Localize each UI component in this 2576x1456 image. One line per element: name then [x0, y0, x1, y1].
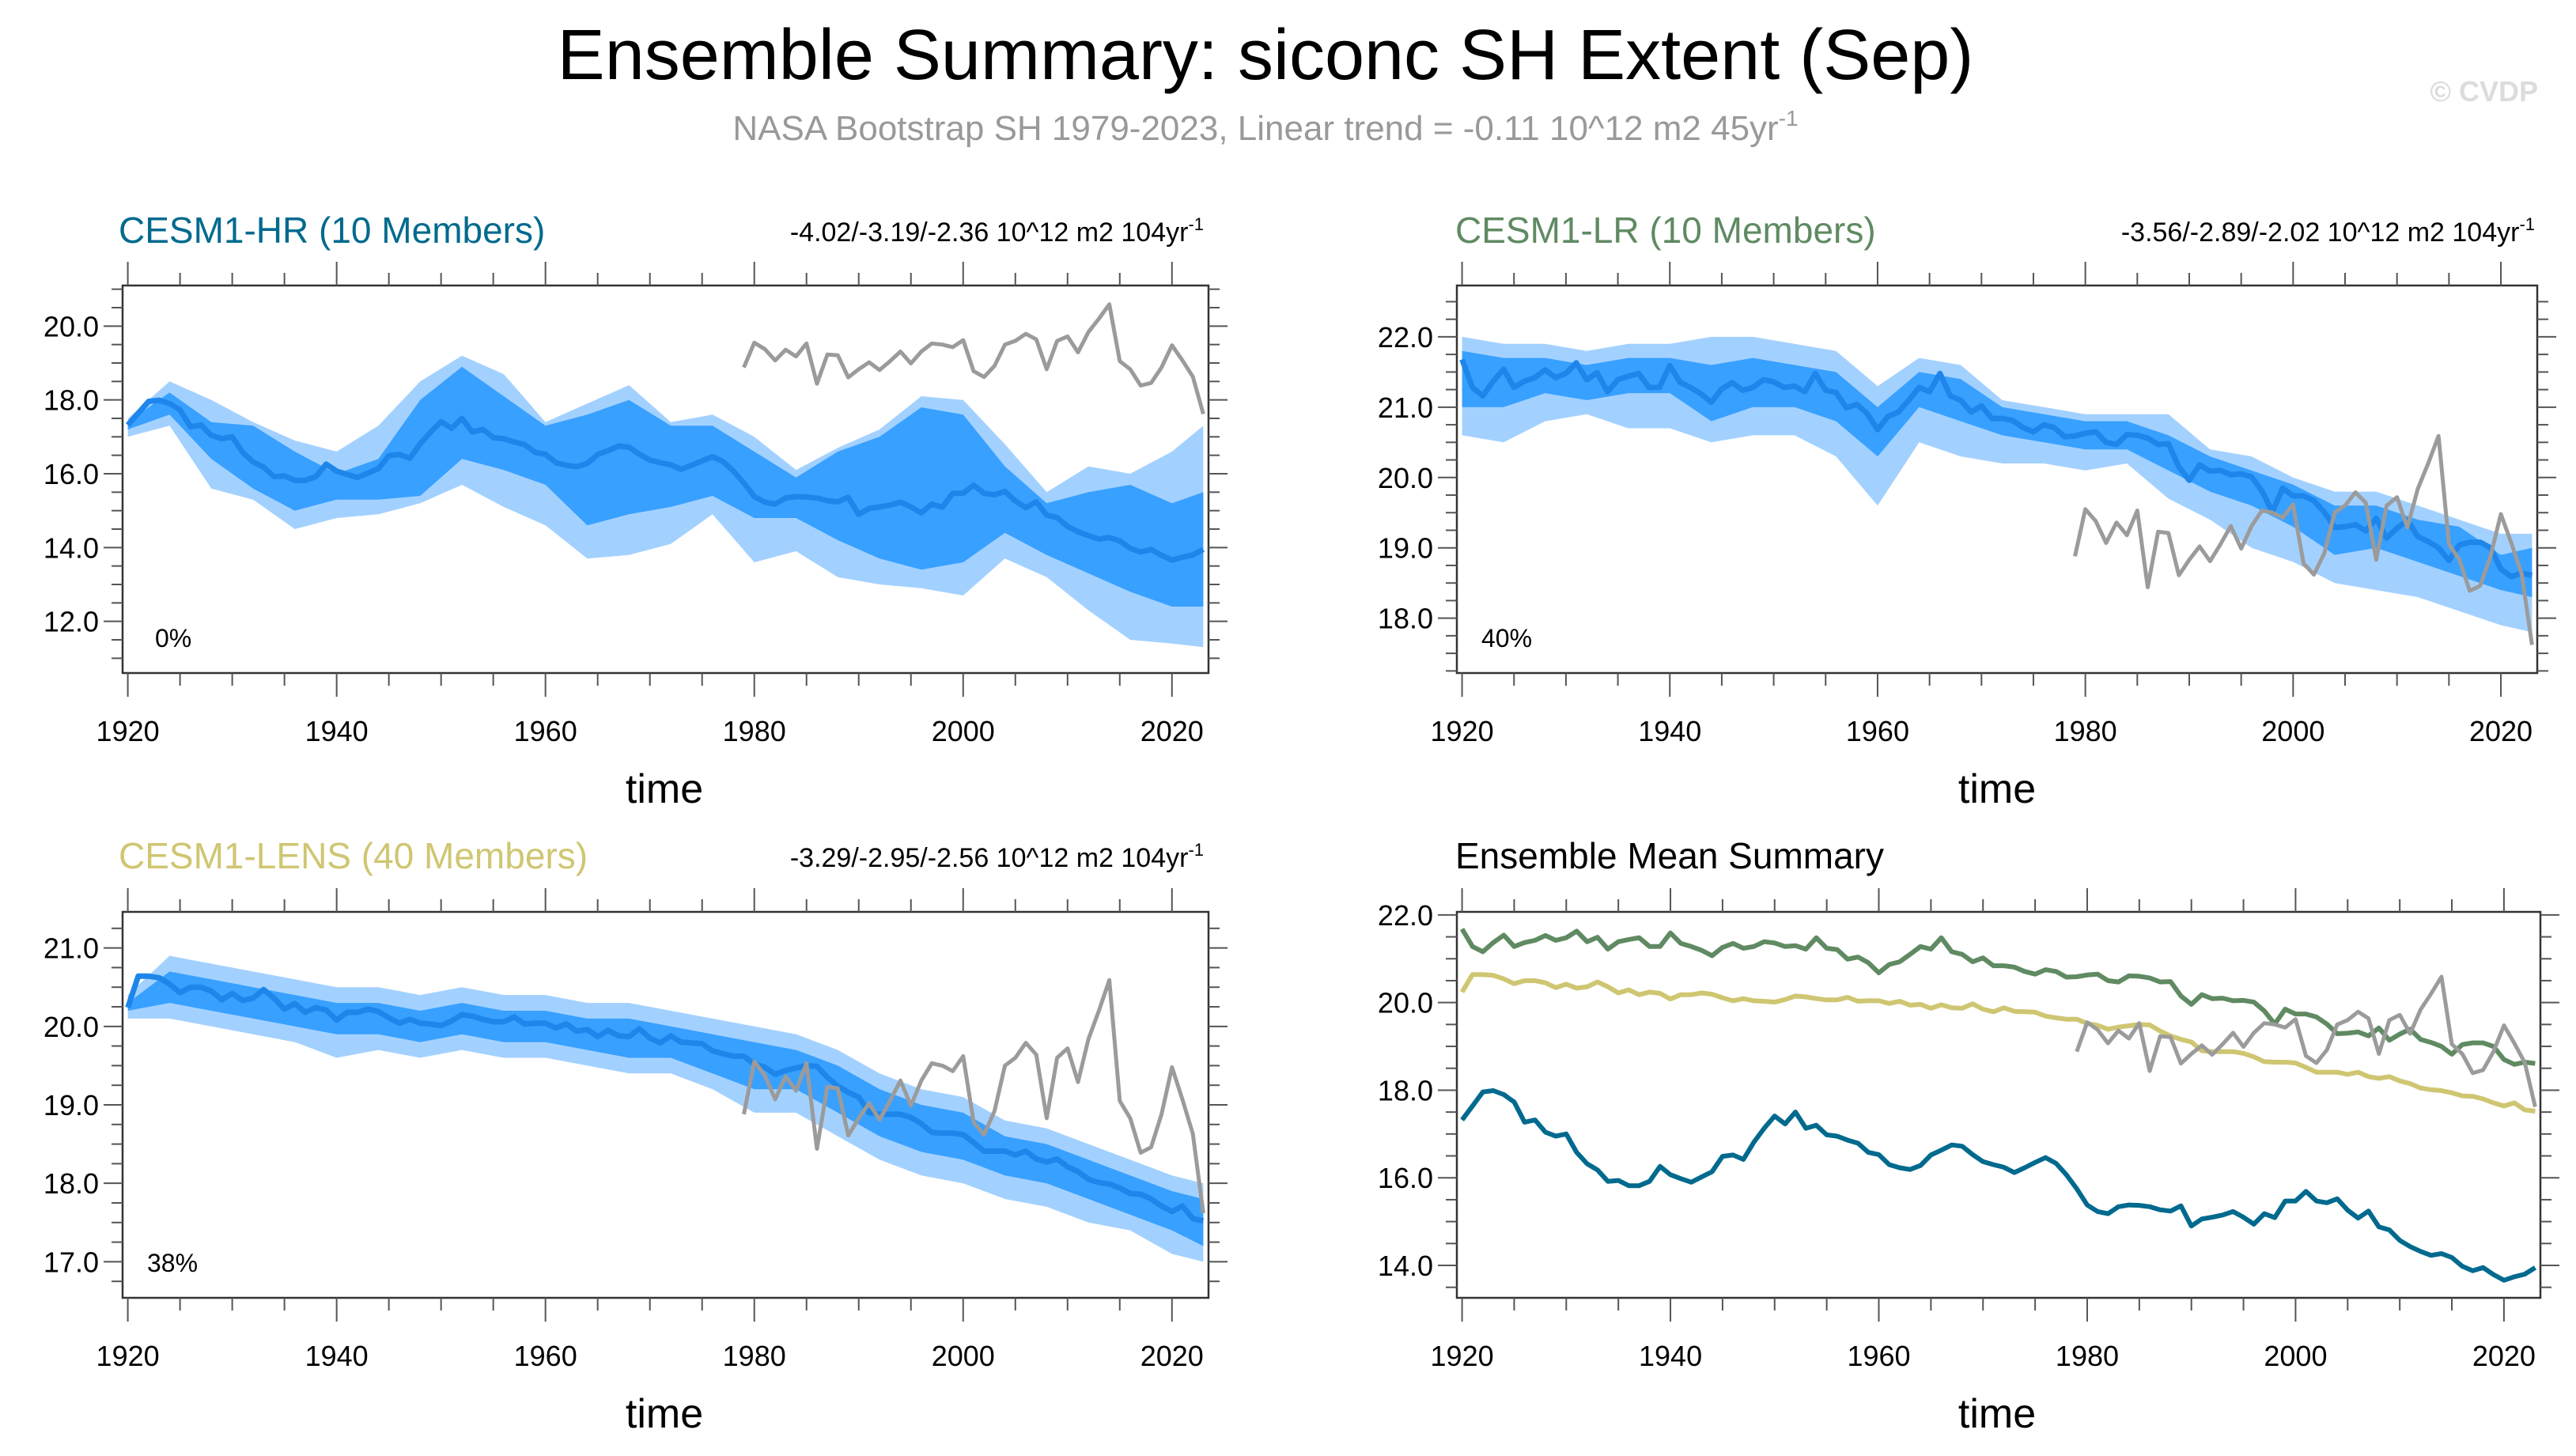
inner-spread-band	[127, 971, 1204, 1246]
x-tick-label: 2000	[2261, 715, 2324, 747]
observations-line	[742, 302, 1205, 415]
x-tick-label: 1960	[1846, 715, 1909, 747]
series-line-cesm1-lens	[1460, 972, 2536, 1114]
x-tick-label: 2000	[2264, 1340, 2327, 1372]
y-tick-label: 20.0	[1378, 462, 1433, 494]
series-line-cesm1-lr	[1460, 928, 2536, 1067]
x-tick-label: 2020	[2469, 715, 2532, 747]
x-tick-label: 2000	[932, 1340, 995, 1372]
y-tick-label: 22.0	[1378, 899, 1433, 932]
ensemble-mean-line	[1459, 358, 2533, 580]
plot-area	[1460, 928, 2537, 1283]
x-tick-label: 1940	[305, 1340, 369, 1372]
y-tick-label: 21.0	[44, 932, 99, 965]
plot-frame	[1455, 284, 2539, 675]
y-tick-label: 21.0	[1378, 391, 1433, 424]
x-tick-label: 1920	[1431, 715, 1494, 747]
panel-ensemble-mean-summary: Ensemble Mean Summary time 14.0 16.0 18.0 2…	[1378, 835, 2559, 1437]
y-tick-label: 16.0	[1378, 1162, 1433, 1194]
x-tick-label: 1960	[1847, 1340, 1910, 1372]
ensemble-mean-line	[125, 973, 1205, 1224]
x-axis-label: time	[626, 1391, 703, 1437]
trend-text: -3.56/-2.89/-2.02 10^12 m2 104yr-1	[2121, 214, 2535, 248]
percent-label: 38%	[147, 1249, 198, 1277]
x-tick-label: 1940	[1638, 715, 1701, 747]
panel-cesm1-lr: CESM1-LR (10 Members) -3.56/-2.89/-2.02 …	[1378, 210, 2556, 812]
figure-title: Ensemble Summary: siconc SH Extent (Sep)	[558, 16, 1974, 95]
x-tick-label: 1960	[514, 715, 577, 747]
y-tick-label: 14.0	[44, 531, 99, 564]
y-tick-label: 18.0	[1378, 1074, 1433, 1106]
x-tick-label: 2020	[2472, 1340, 2536, 1372]
y-tick-label: 16.0	[44, 458, 99, 490]
panel-title: Ensemble Mean Summary	[1455, 835, 1884, 876]
figure-subtitle: NASA Bootstrap SH 1979-2023, Linear tren…	[732, 106, 1798, 148]
x-tick-label: 1920	[1431, 1340, 1494, 1372]
plot-area	[125, 302, 1205, 648]
observations-line	[2075, 974, 2537, 1108]
trend-text: -3.29/-2.95/-2.56 10^12 m2 104yr-1	[790, 840, 1204, 873]
y-tick-label: 17.0	[44, 1246, 99, 1278]
y-tick-label: 18.0	[44, 384, 99, 417]
y-tick-label: 18.0	[1378, 603, 1433, 635]
x-tick-label: 1920	[96, 715, 160, 747]
plot-frame	[121, 284, 1210, 675]
y-tick-label: 19.0	[1378, 532, 1433, 565]
x-tick-label: 2020	[1140, 715, 1204, 747]
series-line-cesm1-hr	[1460, 1088, 2536, 1283]
plot-frame	[1455, 910, 2542, 1299]
panel-title: CESM1-LENS (40 Members)	[119, 835, 588, 876]
observations-line	[2073, 433, 2534, 645]
trend-text: -4.02/-3.19/-2.36 10^12 m2 104yr-1	[790, 214, 1204, 248]
plot-area	[125, 955, 1205, 1262]
inner-spread-band	[1462, 350, 2532, 597]
x-axis-label: time	[626, 766, 703, 812]
percent-label: 0%	[155, 624, 191, 652]
observations-line	[742, 978, 1205, 1214]
ensemble-mean-line	[125, 397, 1205, 563]
y-tick-label: 20.0	[1378, 987, 1433, 1019]
x-axis-label: time	[1958, 1391, 2036, 1437]
x-tick-label: 1980	[723, 715, 786, 747]
y-tick-label: 20.0	[44, 310, 99, 342]
x-tick-label: 1980	[2056, 1340, 2119, 1372]
inner-spread-band	[127, 366, 1204, 607]
x-tick-label: 1940	[1639, 1340, 1702, 1372]
subtitle-superscript: -1	[1779, 106, 1799, 130]
y-tick-label: 22.0	[1378, 321, 1433, 354]
x-tick-label: 1980	[723, 1340, 786, 1372]
x-tick-label: 1980	[2054, 715, 2117, 747]
x-axis-label: time	[1958, 766, 2036, 812]
percent-label: 40%	[1481, 624, 1532, 652]
panel-cesm1-hr: CESM1-HR (10 Members) -4.02/-3.19/-2.36 …	[44, 210, 1227, 812]
x-tick-label: 1920	[96, 1340, 160, 1372]
cvdp-watermark: © CVDP	[2430, 75, 2538, 108]
y-tick-label: 18.0	[44, 1167, 99, 1200]
y-tick-label: 20.0	[44, 1011, 99, 1043]
y-tick-label: 19.0	[44, 1089, 99, 1121]
x-tick-label: 2000	[932, 715, 995, 747]
y-tick-label: 12.0	[44, 606, 99, 638]
plot-area	[1459, 336, 2534, 645]
y-tick-label: 14.0	[1378, 1250, 1433, 1282]
panel-cesm1-lens: CESM1-LENS (40 Members) -3.29/-2.95/-2.5…	[44, 835, 1227, 1437]
panel-title: CESM1-HR (10 Members)	[119, 210, 545, 251]
x-tick-label: 2020	[1140, 1340, 1204, 1372]
x-tick-label: 1960	[514, 1340, 577, 1372]
panel-title: CESM1-LR (10 Members)	[1455, 210, 1876, 251]
x-tick-label: 1940	[305, 715, 369, 747]
